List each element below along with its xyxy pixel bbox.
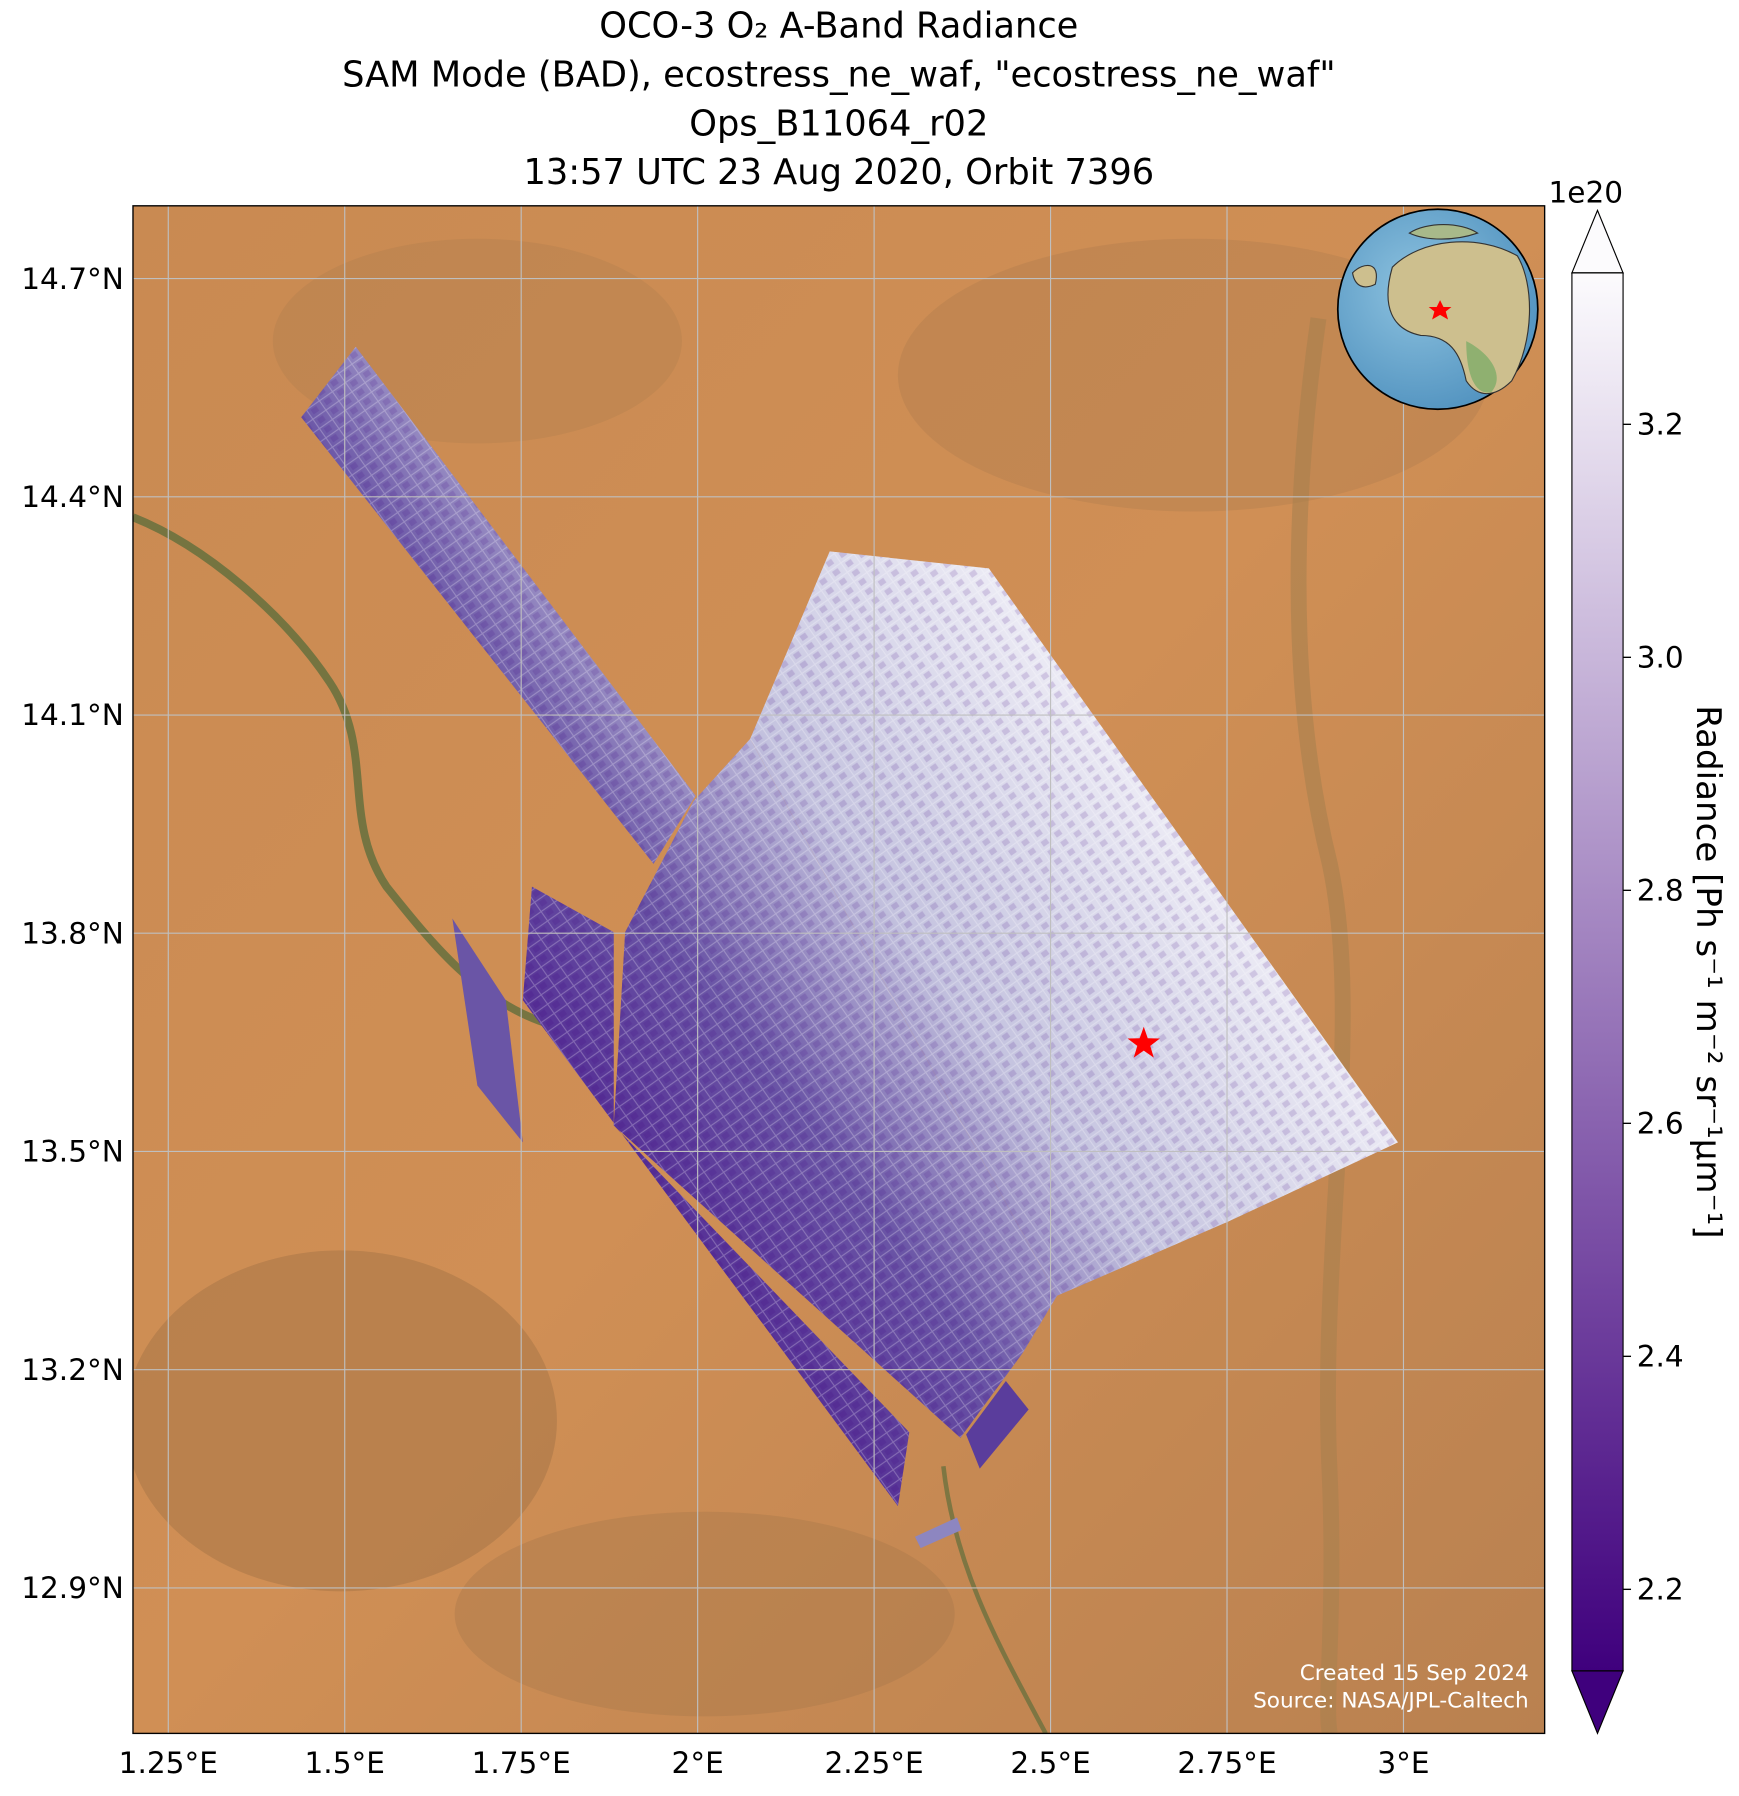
y-tick-label: 13.2°N (21, 1353, 124, 1387)
colorbar-tick-label: 2.2 (1637, 1573, 1684, 1607)
y-tick-label: 13.8°N (21, 916, 124, 950)
inset-globe (1336, 208, 1539, 411)
x-tick-label: 3°E (1377, 1746, 1429, 1780)
map-frame (132, 205, 1546, 1735)
swaths (301, 346, 1399, 1549)
colorbar-extend-min (1571, 1670, 1624, 1735)
axes: 1.25°E 1.5°E 1.75°E 2°E 2.25°E 2.5°E 2.75°E 3°E… (21, 262, 1429, 1780)
y-tick-label: 14.7°N (21, 262, 124, 296)
chart-title: SAM Mode (BAD), ecostress_ne_waf, "ecost… (342, 54, 1335, 95)
colorbar-extend-max (1571, 208, 1624, 274)
colorbar-tick-label: 2.8 (1637, 874, 1684, 908)
colorbar-tick-label: 2.6 (1637, 1107, 1684, 1141)
grid (132, 205, 1545, 1734)
colorbar-tick-label: 3.2 (1637, 408, 1684, 442)
credit: Created 15 Sep 2024 (1300, 1661, 1529, 1686)
chart-title: 13:57 UTC 23 Aug 2020, Orbit 7396 (523, 152, 1154, 193)
colorbar-frame (1571, 272, 1624, 1672)
x-tick-label: 1.25°E (119, 1746, 218, 1780)
x-tick-label: 1.75°E (472, 1746, 571, 1780)
x-tick-label: 2°E (672, 1746, 724, 1780)
credit: Source: NASA/JPL-Caltech (1253, 1688, 1529, 1713)
colorbar-offset: 1e20 (1548, 175, 1623, 209)
y-tick-label: 13.5°N (21, 1135, 124, 1169)
chart-title: OCO-3 O₂ A-Band Radiance (599, 6, 1078, 47)
colorbar-tick-label: 2.4 (1637, 1340, 1684, 1374)
y-tick-label: 14.4°N (21, 480, 124, 514)
x-tick-label: 2.25°E (824, 1746, 923, 1780)
colorbar: 2.2 2.4 2.6 2.8 3.0 3.2 1e20 Radiance [Ph s⁻¹ m… (1548, 175, 1728, 1735)
x-tick-label: 2.5°E (1010, 1746, 1090, 1780)
colorbar-body (1571, 272, 1624, 1671)
x-tick-label: 1.5°E (305, 1746, 385, 1780)
colorbar-label: Radiance [Ph s⁻¹ m⁻² sr⁻¹μm⁻¹] (1688, 705, 1728, 1238)
colorbar-tick-label: 3.0 (1637, 641, 1684, 675)
y-tick-label: 14.1°N (21, 698, 124, 732)
y-tick-label: 12.9°N (21, 1571, 124, 1605)
chart-title: Ops_B11064_r02 (689, 103, 988, 144)
x-tick-label: 2.75°E (1177, 1746, 1276, 1780)
target-marker (1127, 1026, 1160, 1058)
